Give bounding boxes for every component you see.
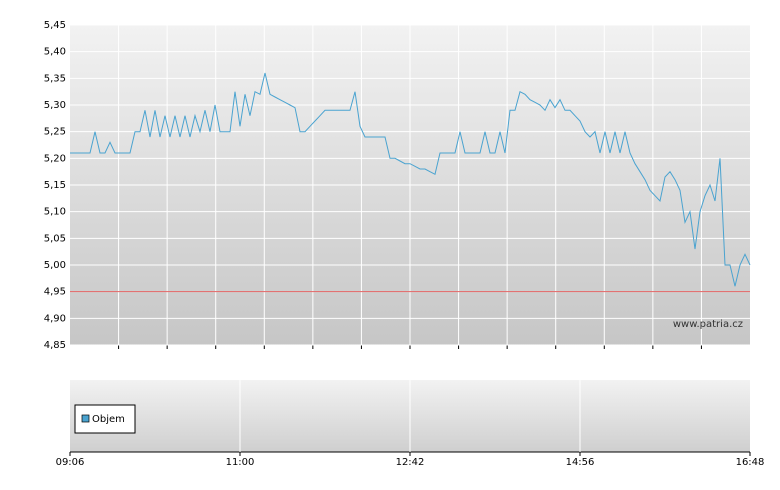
y-tick-label: 5,05 [44, 233, 66, 244]
y-tick-label: 5,10 [44, 207, 66, 218]
y-tick-label: 5,35 [44, 73, 66, 84]
y-tick-label: 5,20 [44, 153, 66, 164]
y-tick-label: 5,15 [44, 180, 66, 191]
x-tick-label: 11:00 [226, 457, 255, 468]
y-tick-label: 5,25 [44, 127, 66, 138]
x-tick-label: 09:06 [56, 457, 85, 468]
y-tick-label: 5,40 [44, 47, 66, 58]
x-tick-label: 16:48 [736, 457, 765, 468]
legend-swatch [81, 414, 90, 423]
y-tick-label: 4,90 [44, 313, 66, 324]
price-line [70, 72, 751, 287]
y-tick-label: 4,85 [44, 340, 66, 351]
y-tick-label: 5,45 [44, 20, 66, 31]
x-tick-label: 12:42 [396, 457, 425, 468]
x-tick-label: 14:56 [566, 457, 595, 468]
y-tick-label: 5,30 [44, 100, 66, 111]
y-tick-label: 5,00 [44, 260, 66, 271]
legend-label: Objem [92, 414, 125, 425]
y-tick-label: 4,95 [44, 287, 66, 298]
watermark: www.patria.cz [673, 319, 743, 330]
